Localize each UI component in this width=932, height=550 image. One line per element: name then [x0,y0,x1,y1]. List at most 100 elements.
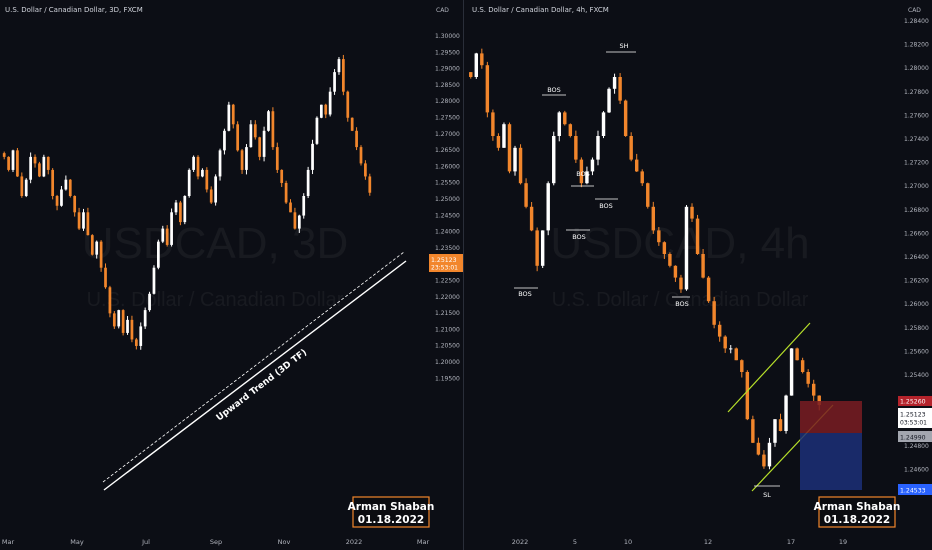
candle-up [227,104,231,131]
candle-up [729,348,733,350]
candle-down [99,241,103,268]
candle-down [579,159,584,184]
candle-down [368,176,372,193]
right-axis-tick: 1.25600 [904,348,929,355]
candle-up [319,104,323,118]
candle-up [302,196,306,216]
candle-up [24,179,28,196]
candle-up [157,241,160,268]
right-axis-tick: 1.27000 [904,183,929,190]
candle-up [117,310,121,327]
candle-down [756,442,761,455]
candle-up [245,147,248,170]
right-badge-date: 01.18.2022 [824,514,890,526]
mid-axis-tick: 1.28000 [435,98,460,105]
candle-down [563,112,567,125]
left-x-axis-label: Sep [210,538,222,546]
left-trendline-dashed [102,251,405,483]
right-axis-unit: CAD [908,7,921,14]
candle-down [657,230,661,243]
candle-down [20,176,24,196]
mid-axis-unit: CAD [436,7,449,14]
candle-up [218,150,222,177]
candle-down [134,339,138,346]
candle-up [64,179,68,190]
candle-up [612,77,617,89]
candle-down [723,336,727,349]
candle-down [646,183,650,207]
candle-down [651,206,656,231]
right-axis-tick: 1.24800 [904,443,929,450]
candle-down [811,383,816,396]
candle-up [170,212,173,245]
candle-up [513,147,517,172]
candle-down [90,235,94,255]
candle-down [130,319,134,340]
right-axis-tick: 1.26000 [904,301,929,308]
right-x-axis: 2022 5 10 12 17 19 [512,538,847,546]
candle-down [668,254,672,266]
channel-upper [727,322,811,413]
right-x-axis-label: 12 [704,538,712,546]
candle-down [480,53,484,66]
left-price-tag [429,254,463,272]
candle-up [601,112,606,136]
candle-down [618,77,622,101]
candle-down [355,130,358,148]
annotation-label: BOS [576,170,590,178]
left-price-value: 1.25123 [431,257,457,264]
mid-axis-tick: 1.22000 [435,294,460,301]
left-chart-title: U.S. Dollar / Canadian Dollar, 3D, FXCM [5,6,143,14]
candle-up [174,202,178,213]
mid-axis-tick: 1.28500 [435,82,460,89]
candle-up [148,293,151,311]
candle-down [762,454,766,467]
candle-down [574,136,578,160]
candle-down [86,212,90,236]
right-axis-tick: 1.26800 [904,207,929,214]
left-badge [352,496,430,528]
candle-down [16,150,19,177]
mid-axis-tick: 1.27000 [435,131,460,138]
left-watermark-symbol: USDCAD, 3D [82,219,349,268]
candle-up [187,169,191,196]
candle-down [524,183,528,207]
annotation-label: BOS [675,300,689,308]
candle-down [734,348,738,361]
candle-up [60,189,63,206]
right-badge-name: Arman Shaban [814,501,901,513]
candle-down [324,104,328,115]
candle-down [209,189,213,203]
candle-down [231,104,235,125]
candle-up [328,91,332,115]
mid-axis-tick: 1.22500 [435,278,460,285]
candle-down [165,228,169,245]
candle-up [684,206,689,290]
left-trendline [103,260,407,491]
candle-down [289,202,292,213]
mid-axis-tick: 1.21000 [435,326,460,333]
candle-down [623,100,628,136]
candle-up [152,267,156,294]
candle-down [271,111,275,148]
candle-up [502,124,506,148]
left-candles [2,54,372,350]
right-axis-tick: 1.26400 [904,254,929,261]
candle-up [201,169,204,177]
candle-down [68,179,72,196]
candle-up [540,230,545,266]
candle-up [585,171,589,184]
right-axis-tick: 1.28000 [904,65,929,72]
mid-axis-tick: 1.20500 [435,343,460,350]
candle-up [29,156,32,180]
left-x-axis-label: May [70,538,84,546]
annotation-label: SH [619,42,628,50]
right-axis-tick: 1.25400 [904,372,929,379]
candle-up [223,130,226,151]
candle-down [568,124,573,136]
candle-down [529,206,534,231]
candle-up [767,442,772,467]
candle-up [552,136,556,184]
candle-up [267,111,270,131]
target-zone [800,433,862,490]
